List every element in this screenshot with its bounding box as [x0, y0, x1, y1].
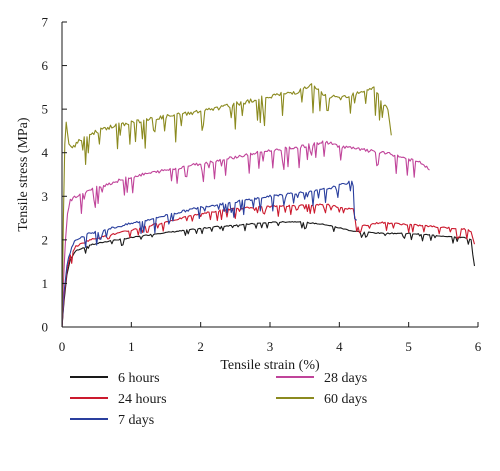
- x-tick-label: 3: [267, 339, 274, 354]
- y-tick-label: 2: [42, 232, 49, 247]
- x-tick-label: 2: [197, 339, 204, 354]
- legend-label: 60 days: [324, 392, 367, 407]
- series-line-4: [62, 83, 392, 327]
- legend: 6 hours 24 hours 7 days 28 days 60 days: [70, 371, 367, 428]
- series-line-0: [62, 221, 476, 327]
- x-axis-ticks: 0 1 2 3 4 5 6: [59, 322, 482, 354]
- y-tick-label: 1: [42, 276, 49, 291]
- y-axis-title: Tensile stress (MPa): [16, 117, 31, 231]
- x-tick-label: 6: [475, 339, 482, 354]
- y-tick-label: 6: [42, 58, 49, 73]
- series-layer: [62, 83, 476, 327]
- series-line-2: [62, 180, 358, 327]
- x-tick-label: 4: [336, 339, 343, 354]
- legend-label: 24 hours: [118, 392, 167, 407]
- x-axis-title: Tensile strain (%): [220, 358, 320, 373]
- y-tick-label: 5: [42, 102, 49, 117]
- legend-label: 7 days: [118, 413, 154, 428]
- y-tick-label: 4: [42, 145, 49, 160]
- y-axis-ticks: 0 1 2 3 4 5 6 7: [42, 15, 67, 335]
- x-tick-label: 0: [59, 339, 66, 354]
- y-tick-label: 3: [42, 189, 49, 204]
- x-tick-label: 5: [405, 339, 412, 354]
- y-tick-label: 0: [42, 320, 49, 335]
- legend-label: 28 days: [324, 371, 367, 386]
- axes: [61, 22, 478, 328]
- legend-label: 6 hours: [118, 371, 160, 386]
- x-tick-label: 1: [128, 339, 135, 354]
- series-line-3: [62, 140, 430, 327]
- series-line-1: [62, 203, 476, 327]
- y-tick-label: 7: [42, 15, 49, 30]
